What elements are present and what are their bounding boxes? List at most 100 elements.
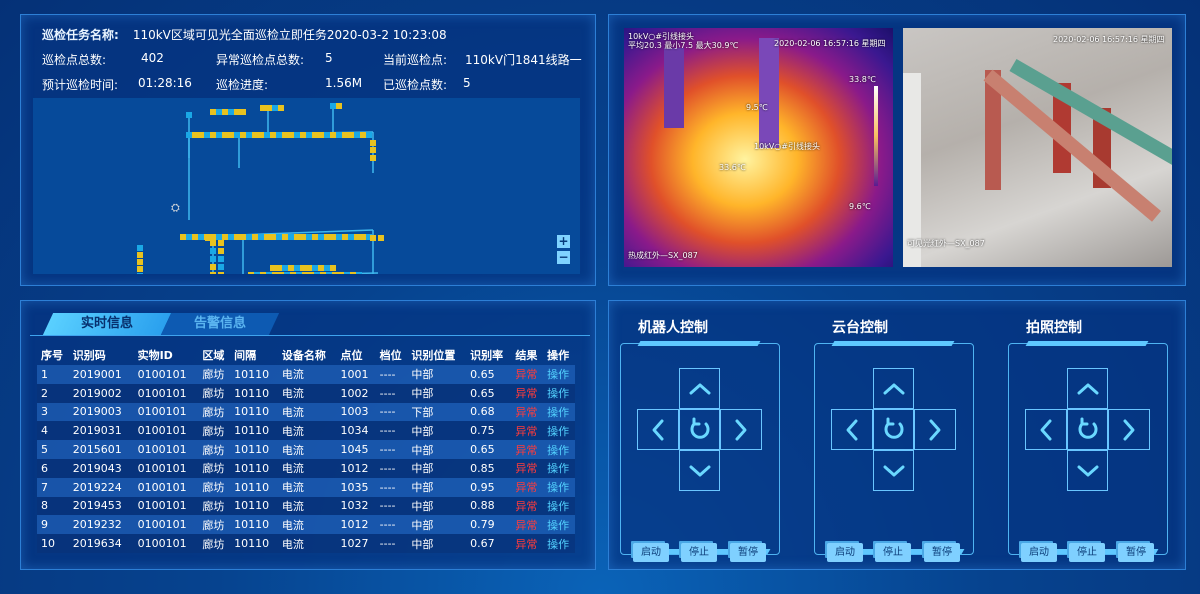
table-cell: 0100101 [137,386,187,400]
start-button[interactable]: 启动 [827,543,863,562]
move-right-button[interactable] [720,409,762,450]
table-row[interactable]: 10 2019634 0100101 廊坊 10110 电流 1027 ---- 中部 0.67 异… [37,534,575,553]
table-cell: 3 [41,405,48,419]
operate-link[interactable]: 操作 [547,443,570,457]
reset-button[interactable] [679,409,720,450]
reset-button[interactable] [873,409,914,450]
table-row[interactable]: 4 2019031 0100101 廊坊 10110 电流 1034 ---- 中部 0.75 异常… [37,421,575,441]
thermal-camera-view[interactable]: 10kV○#引线接头 平均20.3 最小7.5 最大30.9℃ 2020-02-… [624,28,893,267]
table-cell: 1012 [340,518,369,532]
map-node [366,234,372,240]
start-button[interactable]: 启动 [1021,543,1057,562]
pause-button[interactable]: 暂停 [730,543,766,562]
table-cell: 廊坊 [202,387,225,401]
map-node [254,272,260,278]
tab-realtime-info[interactable]: 实时信息 [42,313,172,335]
table-cell: 2019232 [72,518,122,532]
map-node [228,132,234,138]
table-cell: 中部 [411,387,434,401]
table-row[interactable]: 7 2019224 0100101 廊坊 10110 电流 1035 ---- 中部 0.95 异常… [37,477,575,497]
operate-link[interactable]: 操作 [547,518,570,532]
pause-button[interactable]: 暂停 [924,543,960,562]
table-cell: 电流 [281,518,304,532]
move-up-button[interactable] [679,368,720,409]
operate-link[interactable]: 操作 [547,387,570,401]
move-down-button[interactable] [679,450,720,491]
map-zoom-in-button[interactable]: + [557,234,570,248]
move-down-button[interactable] [1067,450,1108,491]
move-left-button[interactable] [637,409,679,450]
table-row[interactable]: 1 2019001 0100101 廊坊 10110 电流 1001 ---- 中部 0.65 异常… [37,365,575,384]
move-down-icon [1077,465,1098,476]
map-node [218,264,224,270]
table-row[interactable]: 8 2019453 0100101 廊坊 10110 电流 1032 ---- 中部 0.88 异常… [37,496,575,516]
move-down-button[interactable] [873,450,914,491]
map-zoom-out-button[interactable]: − [557,250,570,264]
operate-link[interactable]: 操作 [547,481,570,495]
tab-alarm-info[interactable]: 告警信息 [160,313,280,335]
table-cell: 廊坊 [202,462,225,476]
map-node [272,105,278,111]
stop-button[interactable]: 停止 [1069,543,1105,562]
table-cell: 1027 [340,537,369,551]
move-right-button[interactable] [1108,409,1150,450]
table-cell: 廊坊 [202,499,225,513]
reset-button[interactable] [1067,409,1108,450]
map-node [234,234,240,240]
table-cell: 廊坊 [202,481,225,495]
map-node [288,265,294,271]
table-row[interactable]: 5 2015601 0100101 廊坊 10110 电流 1045 ---- 中部 0.65 异常… [37,440,575,459]
visible-camera-view[interactable]: 2020-02-06 16:57:16 星期四 可见光红外—SX_087 [903,28,1172,267]
table-cell: 0.65 [470,367,495,381]
move-left-button[interactable] [1025,409,1067,450]
map-node [272,272,278,278]
table-cell: 廊坊 [202,518,225,532]
map-node [228,109,234,115]
map-node [320,272,326,278]
operate-link[interactable]: 操作 [547,368,570,382]
stop-button[interactable]: 停止 [681,543,717,562]
map-node [205,235,211,241]
map-node [370,235,376,241]
map-node [306,265,312,271]
table-row[interactable]: 9 2019232 0100101 廊坊 10110 电流 1012 ---- 中部 0.79 异常… [37,515,575,535]
operate-link[interactable]: 操作 [547,405,570,419]
operate-link[interactable]: 操作 [547,499,570,513]
table-header-row: 序号 识别码 实物ID 区域 间隔 设备名称 点位 档位 识别位置 识别率 结果 操作 [37,344,575,365]
pause-button[interactable]: 暂停 [1118,543,1154,562]
table-cell: 廊坊 [202,368,225,382]
tab-divider [30,335,590,336]
table-row[interactable]: 3 2019003 0100101 廊坊 10110 电流 1003 ---- 下部 0.68 异常… [37,402,575,422]
table-cell: 0100101 [137,518,187,532]
table-row[interactable]: 6 2019043 0100101 廊坊 10110 电流 1012 ---- 中部 0.85 异常… [37,458,575,478]
table-cell: 廊坊 [202,537,225,551]
map-node [282,265,288,271]
table-cell: 0100101 [137,537,187,551]
map-node [296,272,302,278]
table-cell: 0100101 [137,499,187,513]
column-header: 识别码 [72,348,106,362]
table-cell: 电流 [281,387,304,401]
map-node [222,132,228,138]
operate-link[interactable]: 操作 [547,424,570,438]
move-down-icon [883,465,904,476]
patrol-map[interactable]: ⛭ + − [33,98,580,329]
result-cell: 异常 [515,443,538,457]
task-name-label: 巡检任务名称: [42,28,119,42]
operate-link[interactable]: 操作 [547,462,570,476]
table-cell: 2019224 [72,480,122,494]
start-button[interactable]: 启动 [633,543,669,562]
move-down-icon [689,465,710,476]
operate-link[interactable]: 操作 [547,537,570,551]
map-node [294,234,300,240]
move-up-button[interactable] [873,368,914,409]
column-header: 设备名称 [281,348,326,362]
map-node [192,132,198,138]
table-row[interactable]: 2 2019002 0100101 廊坊 10110 电流 1002 ---- 中部 0.65 异常… [37,383,575,403]
map-node [294,132,300,138]
move-up-button[interactable] [1067,368,1108,409]
move-left-button[interactable] [831,409,873,450]
move-right-button[interactable] [914,409,956,450]
stop-button[interactable]: 停止 [875,543,911,562]
table-cell: 电流 [281,462,304,476]
